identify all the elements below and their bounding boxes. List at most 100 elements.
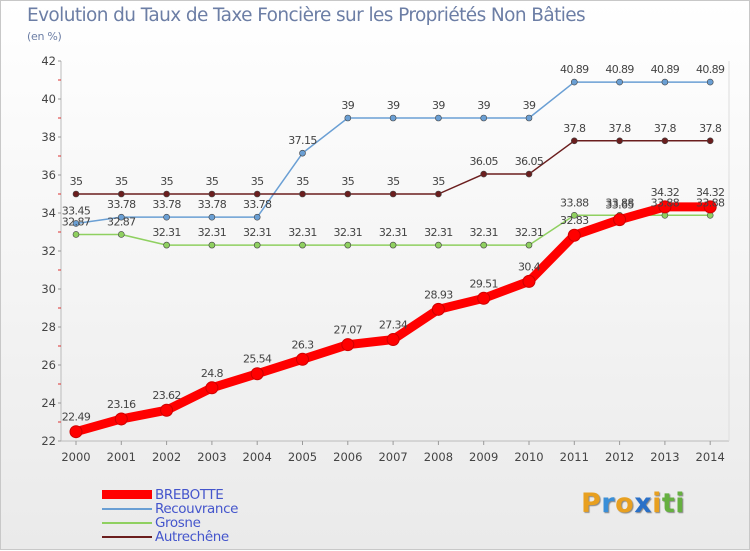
x-tick-label: 2004 <box>243 450 272 464</box>
data-point <box>344 241 352 249</box>
x-tick-label: 2010 <box>514 450 543 464</box>
y-tick-label: 30 <box>41 282 56 296</box>
data-point <box>522 274 536 288</box>
data-point <box>299 190 306 198</box>
data-label: 34.32 <box>696 186 725 199</box>
data-point <box>299 241 306 249</box>
legend-label: BREBOTTE <box>155 487 224 503</box>
data-label: 35 <box>251 175 264 188</box>
data-point <box>69 425 83 439</box>
data-label: 32.31 <box>243 226 272 239</box>
x-tick-label: 2013 <box>650 450 679 464</box>
data-label: 24.8 <box>201 367 224 380</box>
logo-letter: o <box>615 488 635 519</box>
legend-swatch <box>102 536 152 538</box>
legend-label: Recouvrance <box>155 501 239 517</box>
data-point <box>477 291 491 305</box>
data-point <box>613 213 627 227</box>
data-label: 32.31 <box>379 226 408 239</box>
data-point <box>616 78 623 86</box>
data-label: 33.88 <box>696 196 725 209</box>
y-tick-label: 38 <box>41 130 56 144</box>
x-tick-label: 2000 <box>61 450 90 464</box>
data-label: 29.51 <box>469 277 498 290</box>
data-label: 39 <box>477 99 490 112</box>
data-label: 33.45 <box>62 204 91 217</box>
x-tick-label: 2006 <box>333 450 362 464</box>
data-point <box>658 200 672 214</box>
data-point <box>163 190 170 198</box>
data-label: 32.31 <box>152 226 181 239</box>
data-label: 30.4 <box>518 260 541 273</box>
data-label: 39 <box>432 99 445 112</box>
data-label: 40.89 <box>560 63 589 76</box>
data-label: 33.88 <box>605 196 634 209</box>
data-label: 40.89 <box>605 63 634 76</box>
data-point <box>163 241 170 249</box>
data-point <box>389 241 397 249</box>
data-label: 32.83 <box>560 214 589 227</box>
data-label: 35 <box>296 175 309 188</box>
data-label: 35 <box>70 175 83 188</box>
data-point <box>431 302 445 316</box>
data-label: 28.93 <box>424 288 453 301</box>
data-label: 37.8 <box>563 122 586 135</box>
data-label: 27.07 <box>334 324 363 337</box>
data-point <box>389 190 397 198</box>
data-label: 32.31 <box>515 226 544 239</box>
data-label: 32.31 <box>424 226 453 239</box>
data-label: 33.88 <box>651 196 680 209</box>
y-tick-label: 22 <box>41 434 56 448</box>
data-label: 40.89 <box>651 63 680 76</box>
data-point <box>616 137 623 145</box>
data-point <box>253 190 261 198</box>
data-point <box>253 213 261 221</box>
data-point <box>118 190 125 198</box>
data-point <box>480 241 488 249</box>
data-point <box>296 352 309 366</box>
data-label: 35 <box>341 175 354 188</box>
data-point <box>703 200 717 214</box>
data-label: 39 <box>341 99 354 112</box>
x-tick-label: 2014 <box>696 450 725 464</box>
data-point <box>480 170 488 178</box>
logo-letter: t <box>661 488 676 519</box>
x-tick-label: 2002 <box>152 450 181 464</box>
data-label: 37.8 <box>654 122 677 135</box>
data-point <box>570 78 578 86</box>
data-label: 22.49 <box>62 411 91 424</box>
data-point <box>389 114 397 122</box>
data-label: 39 <box>387 99 400 112</box>
chart-unit-label: (en %) <box>27 30 62 43</box>
data-label: 36.05 <box>469 155 498 168</box>
data-point <box>205 381 219 395</box>
data-point <box>661 137 669 145</box>
data-point <box>435 241 442 249</box>
data-label: 37.15 <box>288 134 317 147</box>
data-point <box>386 333 400 347</box>
data-label: 26.3 <box>291 338 314 351</box>
data-label: 37.8 <box>699 122 722 135</box>
data-point <box>253 241 261 249</box>
data-label: 34.32 <box>651 186 680 199</box>
data-point <box>341 338 355 352</box>
data-label: 27.34 <box>379 319 408 332</box>
data-point <box>435 190 442 198</box>
data-label: 35 <box>387 175 400 188</box>
data-label: 33.88 <box>560 196 589 209</box>
y-tick-label: 24 <box>41 396 56 410</box>
data-point <box>570 211 578 219</box>
data-label: 32.87 <box>62 215 91 228</box>
logo-letter: x <box>634 488 653 519</box>
logo-letter: P <box>581 488 602 519</box>
y-tick-label: 36 <box>41 168 56 182</box>
x-tick-label: 2005 <box>288 450 317 464</box>
data-point <box>208 241 216 249</box>
data-label: 25.54 <box>243 353 272 366</box>
x-tick-label: 2012 <box>605 450 634 464</box>
data-point <box>525 170 533 178</box>
y-tick-label: 34 <box>41 206 56 220</box>
legend-label: Grosne <box>155 515 201 531</box>
